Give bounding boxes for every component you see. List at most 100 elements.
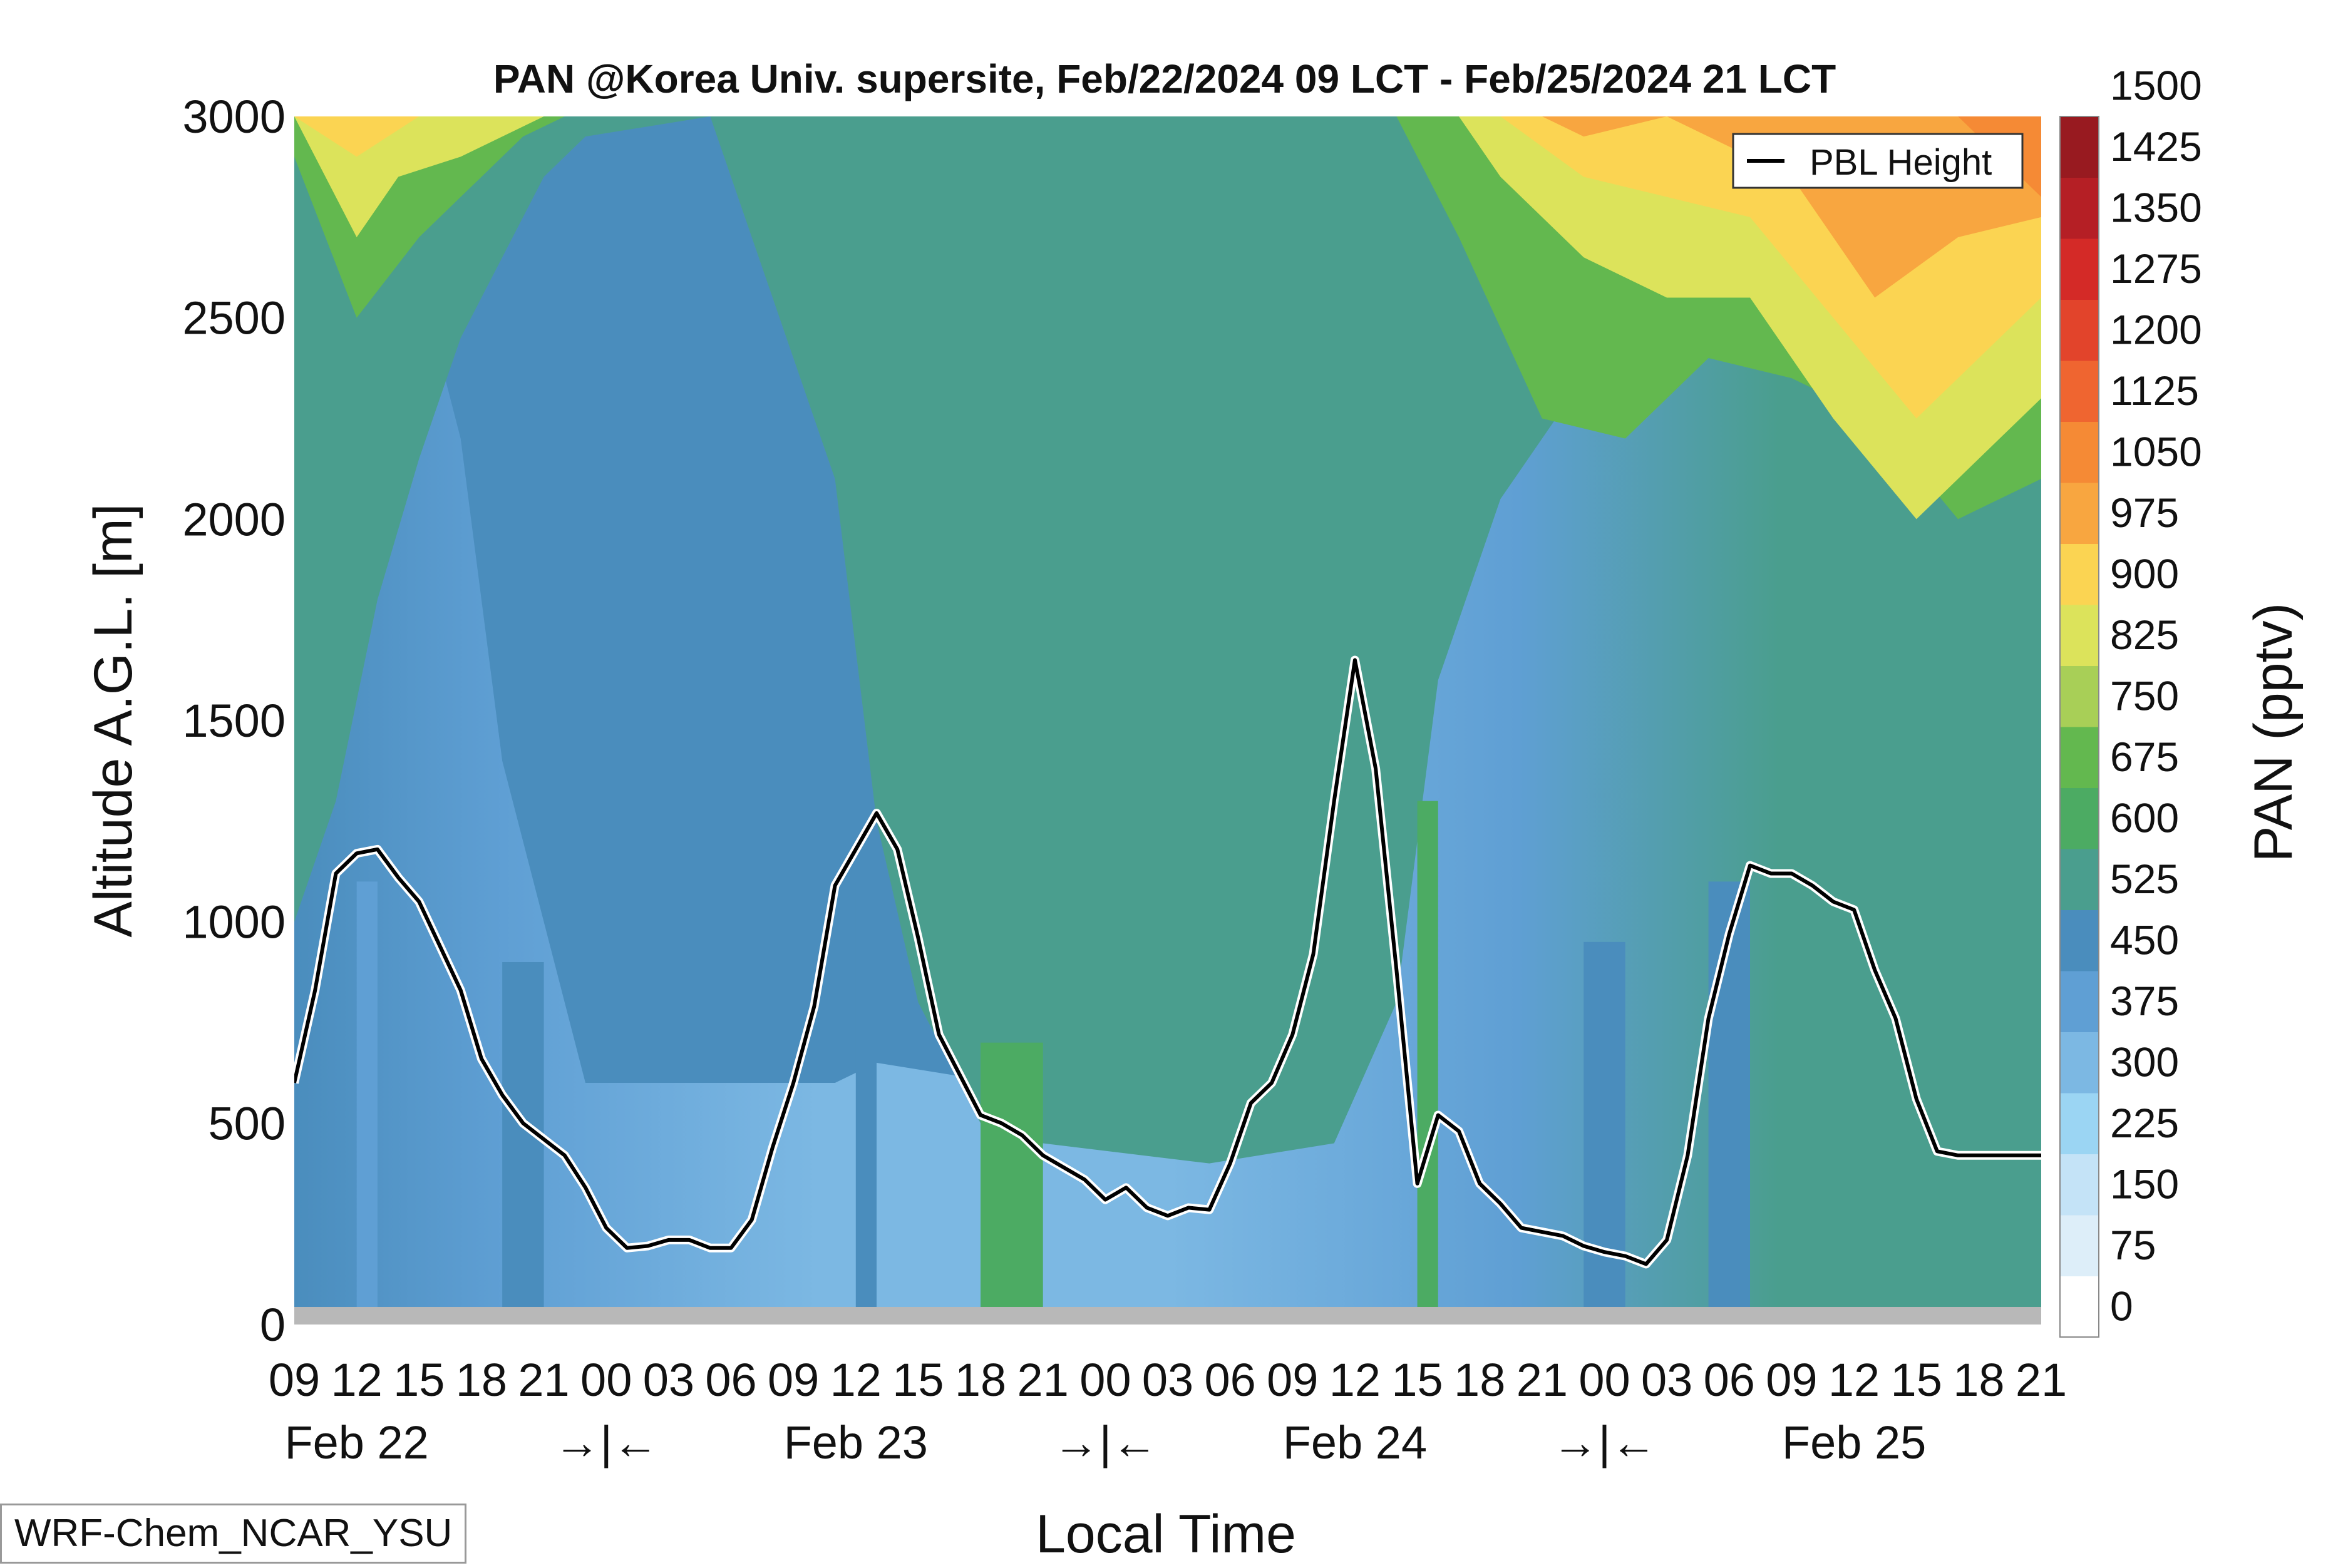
y-axis-label: Altitude A.G.L. [m] <box>83 503 143 937</box>
x-tick-label-0: 09 <box>269 1354 320 1406</box>
colorbar-tick-7: 525 <box>2110 856 2179 902</box>
colorbar-swatch-10 <box>2060 665 2099 727</box>
colorbar-swatch-11 <box>2060 605 2099 666</box>
x-tick-label-20: 21 <box>1516 1354 1568 1406</box>
colorbar-tick-17: 1275 <box>2110 245 2202 292</box>
x-tick-label-2: 15 <box>393 1354 445 1406</box>
colorbar-frame <box>2059 116 2099 1338</box>
colorbar-swatch-2 <box>2060 1154 2099 1216</box>
contour-column-4 <box>1417 801 1438 1325</box>
colorbar-tick-5: 375 <box>2110 978 2179 1024</box>
x-tick-label-7: 06 <box>705 1354 756 1406</box>
x-tick-label-22: 03 <box>1641 1354 1692 1406</box>
x-tick-label-25: 12 <box>1828 1354 1880 1406</box>
colorbar-swatch-7 <box>2060 849 2099 910</box>
colorbar-tick-6: 450 <box>2110 916 2179 963</box>
colorbar-swatch-5 <box>2060 971 2099 1032</box>
colorbar-tick-0: 0 <box>2110 1283 2133 1329</box>
day-separator-1: →|← <box>1053 1417 1158 1468</box>
x-tick-label-6: 03 <box>643 1354 694 1406</box>
colorbar-tick-3: 225 <box>2110 1100 2179 1146</box>
colorbar-swatch-8 <box>2060 787 2099 849</box>
pbl-height-line <box>294 658 2041 1266</box>
contour-column-6 <box>1708 881 1750 1325</box>
x-axis-label: Local Time <box>1036 1504 1296 1564</box>
contour-column-2 <box>855 881 877 1325</box>
x-tick-label-23: 06 <box>1704 1354 1755 1406</box>
x-tick-label-17: 12 <box>1329 1354 1381 1406</box>
colorbar-swatch-9 <box>2060 727 2099 788</box>
colorbar-tick-16: 1200 <box>2110 306 2202 352</box>
x-tick-label-8: 09 <box>768 1354 819 1406</box>
colorbar-swatch-17 <box>2060 238 2099 300</box>
contour-column-5 <box>1583 941 1625 1325</box>
chart-title: PAN @Korea Univ. supersite, Feb/22/2024 … <box>493 56 1836 101</box>
plot-area <box>294 116 2041 1325</box>
colorbar-swatch-13 <box>2060 483 2099 544</box>
x-tick-label-10: 15 <box>892 1354 944 1406</box>
contour-band-6 <box>294 116 2041 520</box>
legend-label-pbl: PBL Height <box>1810 142 1992 183</box>
contour-column-3 <box>981 1042 1043 1325</box>
y-tick-label-5: 2500 <box>182 292 286 344</box>
colorbar-tick-15: 1125 <box>2110 367 2199 414</box>
x-tick-label-11: 18 <box>955 1354 1006 1406</box>
colorbar-tick-2: 150 <box>2110 1161 2179 1207</box>
x-tick-label-9: 12 <box>830 1354 882 1406</box>
x-tick-label-14: 03 <box>1142 1354 1193 1406</box>
legend: PBL Height <box>1732 133 2024 189</box>
x-tick-label-18: 15 <box>1391 1354 1443 1406</box>
colorbar-tick-19: 1425 <box>2110 123 2202 170</box>
x-tick-label-3: 18 <box>456 1354 507 1406</box>
y-tick-label-2: 1000 <box>182 896 286 948</box>
colorbar-swatch-15 <box>2060 361 2099 422</box>
day-label-2: Feb 24 <box>1283 1417 1427 1468</box>
x-tick-label-27: 18 <box>1953 1354 2004 1406</box>
colorbar-swatch-14 <box>2060 421 2099 483</box>
contour-column-1 <box>356 881 378 1325</box>
colorbar: 0 75 150 225 300 375 450 525 600 675 750 825 900 975 1… <box>2059 62 2202 1338</box>
colorbar-label: PAN (pptv) <box>2243 603 2304 862</box>
colorbar-swatch-12 <box>2060 543 2099 605</box>
colorbar-swatch-19 <box>2060 116 2099 178</box>
day-separator-2: →|← <box>1552 1417 1657 1468</box>
contour-band-4 <box>294 116 2041 1164</box>
colorbar-tick-18: 1350 <box>2110 184 2202 230</box>
colorbar-tick-13: 975 <box>2110 489 2179 536</box>
colorbar-tick-4: 300 <box>2110 1038 2179 1085</box>
colorbar-swatch-18 <box>2060 177 2099 239</box>
x-tick-label-28: 21 <box>2016 1354 2067 1406</box>
day-label-1: Feb 23 <box>784 1417 928 1468</box>
x-tick-label-19: 18 <box>1454 1354 1505 1406</box>
ground-strip <box>294 1307 2041 1325</box>
x-axis: 09 12 15 18 21 00 03 06 09 12 15 18 21 00 03 06 09 12 15 18… <box>269 1354 2067 1468</box>
day-label-3: Feb 25 <box>1782 1417 1926 1468</box>
colorbar-tick-8: 600 <box>2110 794 2179 841</box>
x-tick-label-26: 15 <box>1891 1354 1942 1406</box>
colorbar-tick-12: 900 <box>2110 550 2179 597</box>
colorbar-swatch-6 <box>2060 910 2099 971</box>
x-tick-label-24: 09 <box>1766 1354 1817 1406</box>
day-label-0: Feb 22 <box>284 1417 428 1468</box>
colorbar-tick-10: 750 <box>2110 672 2179 719</box>
colorbar-tick-14: 1050 <box>2110 428 2202 474</box>
day-separator-0: →|← <box>554 1417 659 1468</box>
x-tick-label-13: 00 <box>1079 1354 1131 1406</box>
y-tick-label-0: 0 <box>260 1299 286 1351</box>
y-axis: 0 500 1000 1500 2000 2500 3000 <box>182 91 286 1351</box>
y-tick-label-3: 1500 <box>182 695 286 747</box>
colorbar-tick-20: 1500 <box>2110 62 2202 108</box>
colorbar-tick-9: 675 <box>2110 734 2179 780</box>
y-tick-label-4: 2000 <box>182 493 286 545</box>
colorbar-tick-11: 825 <box>2110 612 2179 658</box>
colorbar-swatch-4 <box>2060 1032 2099 1094</box>
contour-column-0 <box>502 962 544 1325</box>
y-tick-label-6: 3000 <box>182 91 286 143</box>
x-tick-label-16: 09 <box>1267 1354 1318 1406</box>
x-tick-label-15: 06 <box>1204 1354 1255 1406</box>
colorbar-swatch-0 <box>2060 1276 2099 1338</box>
x-tick-label-21: 00 <box>1578 1354 1630 1406</box>
colorbar-tick-1: 75 <box>2110 1222 2156 1268</box>
